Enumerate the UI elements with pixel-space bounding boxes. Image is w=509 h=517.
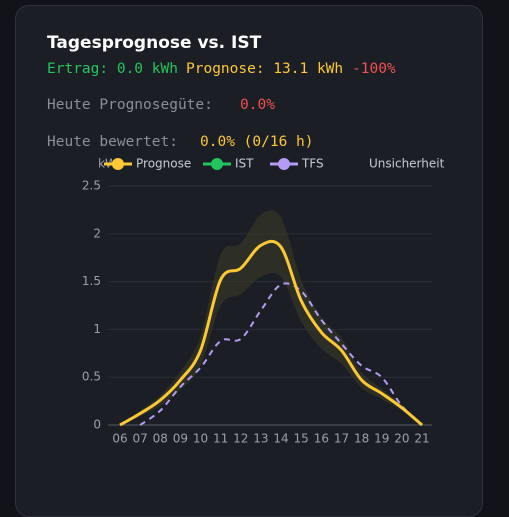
chart: 0 0.5 1 1.5 2 2.5 06 07 08 09 10 11 12 13 14 15 16 17 18 19…	[82, 157, 445, 446]
x-tick-label: 09	[173, 432, 188, 446]
bewertet-label: Heute bewertet:	[47, 134, 178, 150]
delta: -100%	[352, 61, 396, 77]
x-tick-label: 10	[193, 432, 208, 446]
guete-label: Heute Prognosegüte:	[47, 97, 213, 113]
y-tick-label: 2.5	[82, 179, 101, 193]
y-tick-label: 2	[93, 226, 101, 240]
x-tick-label: 19	[374, 432, 389, 446]
bewertet-value: 0.0% (0/16 h)	[200, 134, 314, 150]
x-tick-label: 20	[394, 432, 409, 446]
series-line	[119, 239, 423, 427]
x-tick-label: 13	[253, 432, 268, 446]
x-tick-label: 07	[132, 432, 147, 446]
legend-label: TFS	[301, 157, 324, 171]
series-line	[139, 282, 423, 426]
y-tick-label: 1	[93, 322, 101, 336]
uncertainty-band	[120, 210, 422, 425]
x-tick-label: 15	[294, 432, 309, 446]
y-tick-label: 1.5	[82, 274, 101, 288]
legend-label: IST	[235, 157, 254, 171]
x-tick-label: 16	[314, 432, 329, 446]
guete-value: 0.0%	[240, 97, 275, 113]
legend-label: Unsicherheit	[369, 157, 445, 171]
x-tick-label: 11	[213, 432, 228, 446]
page: Tagesprognose vs. IST Ertrag: 0.0 kWh Pr…	[15, 5, 483, 517]
y-tick-label: 0	[93, 418, 101, 432]
x-tick-label: 21	[414, 432, 429, 446]
x-tick-label: 17	[334, 432, 349, 446]
x-tick-label: 18	[354, 432, 369, 446]
x-tick-label: 08	[153, 432, 168, 446]
x-tick-label: 14	[273, 432, 288, 446]
x-tick-label: 12	[233, 432, 248, 446]
x-tick-label: 06	[112, 432, 127, 446]
ertrag: Ertrag: 0.0 kWh	[47, 61, 178, 77]
legend-dot	[278, 158, 290, 170]
title: Tagesprognose vs. IST	[47, 33, 262, 53]
legend-dot	[112, 158, 124, 170]
y-tick-label: 0.5	[82, 370, 101, 384]
prognose: Prognose: 13.1 kWh	[186, 61, 344, 77]
legend-label: Prognose	[136, 157, 191, 171]
legend-dot	[211, 158, 223, 170]
